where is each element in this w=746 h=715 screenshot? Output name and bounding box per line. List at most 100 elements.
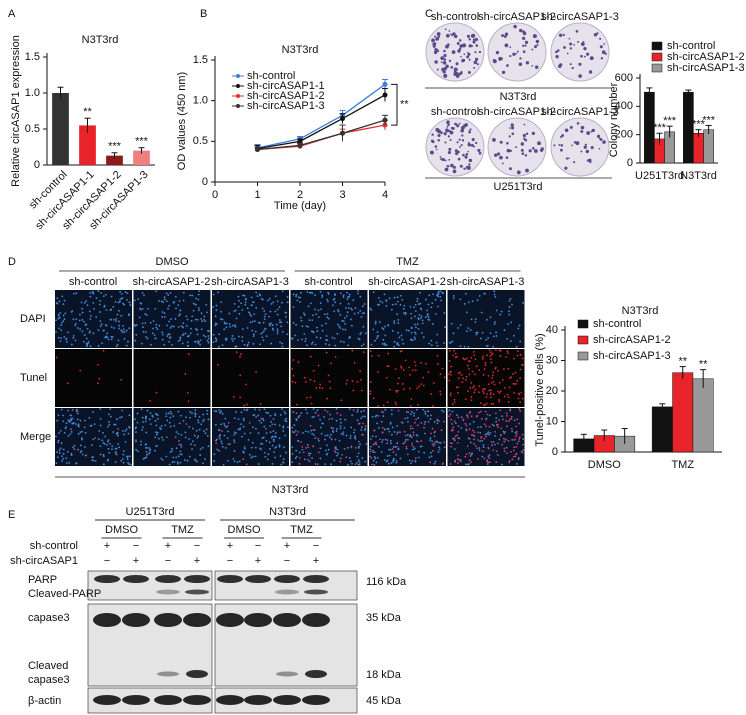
colony xyxy=(580,42,585,46)
cell xyxy=(215,304,218,307)
cell xyxy=(439,373,442,375)
cell xyxy=(402,342,405,345)
colony xyxy=(531,64,534,67)
cell xyxy=(485,345,488,347)
colony xyxy=(531,131,535,136)
cell xyxy=(300,319,303,322)
cell xyxy=(453,398,456,401)
cell xyxy=(309,452,312,455)
cell xyxy=(236,461,239,464)
cell xyxy=(422,376,425,379)
cell xyxy=(357,459,360,461)
cell xyxy=(299,316,302,319)
cell xyxy=(149,399,152,402)
cell xyxy=(120,415,123,418)
cell xyxy=(423,423,426,426)
cell xyxy=(118,320,120,323)
cell xyxy=(97,344,100,347)
cell xyxy=(160,428,162,431)
cell xyxy=(88,310,91,313)
cell xyxy=(346,291,348,294)
cell xyxy=(99,417,102,420)
cell xyxy=(181,342,184,345)
cell xyxy=(519,377,522,380)
cell xyxy=(330,433,332,436)
cell xyxy=(167,412,170,415)
cell xyxy=(409,305,412,308)
cell xyxy=(357,452,360,455)
cell xyxy=(292,374,295,377)
cell xyxy=(303,458,306,461)
cell xyxy=(476,447,479,450)
colony xyxy=(468,44,472,48)
cell xyxy=(311,457,313,459)
colony xyxy=(590,130,593,133)
cell xyxy=(169,326,172,329)
cell xyxy=(450,429,453,432)
colony xyxy=(568,37,571,40)
cell xyxy=(413,331,416,334)
cell xyxy=(372,443,375,446)
colony xyxy=(501,57,504,60)
cell xyxy=(384,428,386,431)
cell xyxy=(246,408,249,411)
colony xyxy=(512,52,516,56)
cell xyxy=(121,457,124,460)
cell xyxy=(102,453,105,456)
cell xyxy=(507,352,509,355)
cell xyxy=(207,335,210,337)
cell xyxy=(409,405,412,407)
cell xyxy=(248,422,251,424)
cell xyxy=(477,457,479,460)
cell xyxy=(142,457,145,460)
cell xyxy=(97,290,100,293)
cell xyxy=(337,310,340,313)
cell xyxy=(375,443,378,446)
cell xyxy=(464,463,467,466)
cell xyxy=(246,403,248,406)
cell xyxy=(370,463,373,466)
colony xyxy=(580,130,584,133)
cell xyxy=(163,343,166,346)
cell xyxy=(348,336,351,338)
cell xyxy=(427,371,430,374)
cell xyxy=(413,421,416,424)
colony xyxy=(573,141,577,144)
cell xyxy=(246,307,249,310)
cell xyxy=(297,296,300,299)
cell xyxy=(146,337,149,340)
cell xyxy=(182,326,184,329)
cell xyxy=(344,328,347,331)
cell xyxy=(79,451,82,454)
cell xyxy=(99,320,102,322)
band xyxy=(93,695,121,705)
cell xyxy=(487,455,490,458)
cell xyxy=(381,426,384,429)
chart-title: N3T3rd xyxy=(282,44,319,56)
cell xyxy=(414,323,416,326)
cell xyxy=(221,412,224,415)
cell xyxy=(479,402,482,405)
colony xyxy=(569,125,573,129)
cell xyxy=(65,457,68,460)
cell xyxy=(419,291,422,294)
cell xyxy=(362,343,365,346)
cell xyxy=(260,298,263,300)
cell xyxy=(298,415,300,418)
cell xyxy=(490,351,492,354)
cell xyxy=(280,325,282,328)
x-tick-label: DMSO xyxy=(588,459,621,471)
cell xyxy=(65,340,68,343)
cell xyxy=(204,320,207,323)
cell xyxy=(360,429,363,431)
cell xyxy=(516,418,519,421)
cell xyxy=(503,368,505,370)
cell xyxy=(515,430,518,433)
marker xyxy=(340,130,345,136)
cell xyxy=(109,408,112,410)
cell xyxy=(180,443,182,446)
cell xyxy=(351,380,354,382)
colony xyxy=(464,155,468,159)
cell xyxy=(417,403,420,406)
cell xyxy=(186,459,189,462)
